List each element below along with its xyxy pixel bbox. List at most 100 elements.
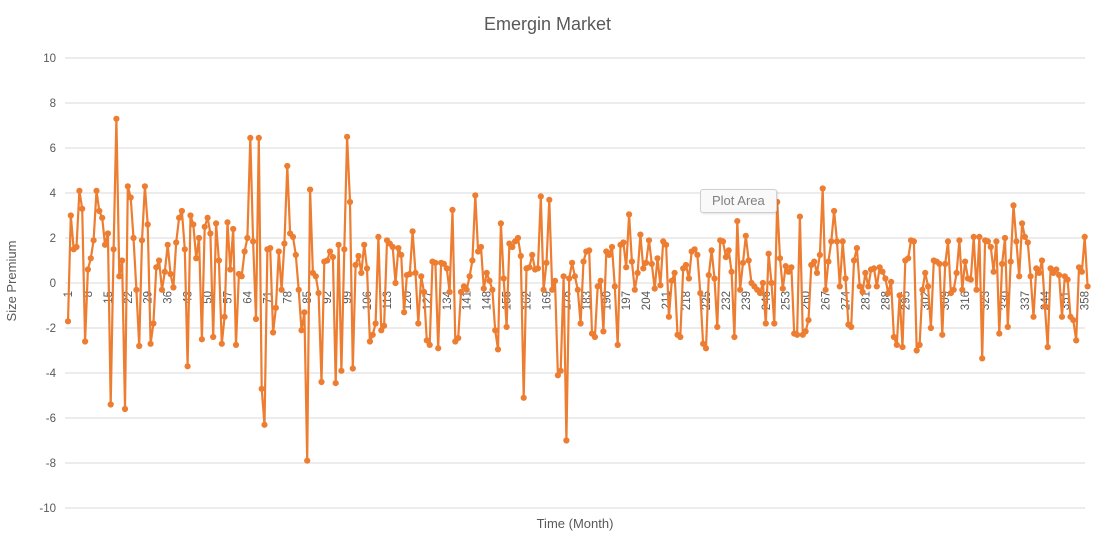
- data-point-marker[interactable]: [1001, 234, 1009, 242]
- data-point-marker[interactable]: [241, 248, 248, 255]
- data-point-marker[interactable]: [1084, 283, 1091, 290]
- data-point-marker[interactable]: [110, 246, 117, 253]
- data-point-marker[interactable]: [446, 288, 453, 296]
- data-point-marker[interactable]: [195, 234, 203, 242]
- data-point-marker[interactable]: [993, 238, 1000, 245]
- data-point-marker[interactable]: [301, 309, 308, 316]
- data-point-marker[interactable]: [156, 257, 163, 264]
- data-point-marker[interactable]: [543, 259, 550, 266]
- data-point-marker[interactable]: [905, 255, 912, 262]
- data-point-marker[interactable]: [113, 115, 120, 122]
- data-point-marker[interactable]: [1064, 276, 1071, 283]
- data-point-marker[interactable]: [284, 162, 291, 170]
- data-point-marker[interactable]: [682, 261, 690, 269]
- data-point-marker[interactable]: [850, 257, 858, 264]
- data-point-marker[interactable]: [227, 266, 234, 273]
- data-point-marker[interactable]: [665, 313, 673, 320]
- data-point-marker[interactable]: [221, 313, 228, 320]
- data-point-marker[interactable]: [352, 261, 359, 269]
- data-point-marker[interactable]: [90, 237, 97, 244]
- data-point-marker[interactable]: [1030, 313, 1037, 320]
- data-point-marker[interactable]: [1038, 257, 1046, 264]
- data-point-marker[interactable]: [503, 323, 510, 330]
- data-point-marker[interactable]: [640, 265, 647, 272]
- data-point-marker[interactable]: [398, 251, 405, 258]
- data-point-marker[interactable]: [67, 212, 74, 219]
- data-point-marker[interactable]: [210, 333, 217, 341]
- data-point-marker[interactable]: [922, 269, 929, 276]
- data-point-marker[interactable]: [346, 198, 354, 206]
- data-point-marker[interactable]: [979, 355, 986, 362]
- data-point-marker[interactable]: [326, 248, 334, 255]
- data-point-marker[interactable]: [549, 286, 556, 293]
- data-point-marker[interactable]: [406, 270, 413, 278]
- data-point-marker[interactable]: [919, 286, 926, 293]
- data-point-marker[interactable]: [999, 260, 1006, 267]
- data-point-marker[interactable]: [580, 258, 587, 265]
- data-point-marker[interactable]: [634, 269, 641, 276]
- data-point-marker[interactable]: [307, 186, 314, 193]
- data-point-marker[interactable]: [848, 323, 855, 330]
- data-point-marker[interactable]: [492, 327, 499, 334]
- data-point-marker[interactable]: [654, 255, 661, 262]
- data-point-marker[interactable]: [913, 347, 920, 354]
- data-point-marker[interactable]: [409, 228, 416, 235]
- data-point-marker[interactable]: [614, 341, 621, 348]
- data-point-marker[interactable]: [250, 238, 257, 245]
- data-point-marker[interactable]: [304, 457, 311, 464]
- data-point-marker[interactable]: [899, 344, 906, 351]
- data-point-marker[interactable]: [1027, 273, 1034, 280]
- data-point-marker[interactable]: [896, 292, 903, 299]
- data-point-marker[interactable]: [663, 241, 670, 248]
- data-point-marker[interactable]: [190, 221, 197, 228]
- data-point-marker[interactable]: [859, 288, 866, 296]
- data-point-marker[interactable]: [853, 245, 861, 252]
- data-point-marker[interactable]: [272, 304, 279, 311]
- data-point-marker[interactable]: [426, 341, 433, 348]
- data-point-marker[interactable]: [708, 247, 715, 254]
- data-point-marker[interactable]: [514, 234, 522, 242]
- data-point-marker[interactable]: [415, 320, 422, 327]
- data-point-marker[interactable]: [124, 183, 131, 190]
- data-point-marker[interactable]: [136, 342, 143, 350]
- data-point-marker[interactable]: [99, 214, 106, 221]
- data-point-marker[interactable]: [130, 234, 137, 242]
- data-point-marker[interactable]: [643, 259, 650, 266]
- data-point-marker[interactable]: [757, 290, 764, 297]
- data-point-marker[interactable]: [626, 211, 633, 218]
- data-point-marker[interactable]: [856, 283, 863, 290]
- data-point-marker[interactable]: [657, 282, 664, 289]
- data-point-marker[interactable]: [232, 341, 240, 348]
- data-point-marker[interactable]: [187, 212, 194, 219]
- data-point-marker[interactable]: [623, 264, 630, 271]
- data-point-marker[interactable]: [213, 220, 220, 227]
- data-point-marker[interactable]: [1081, 233, 1088, 240]
- data-point-marker[interactable]: [455, 335, 462, 342]
- data-point-marker[interactable]: [927, 324, 935, 332]
- data-point-marker[interactable]: [765, 250, 772, 257]
- data-point-marker[interactable]: [329, 254, 336, 261]
- data-point-marker[interactable]: [802, 328, 809, 335]
- data-point-marker[interactable]: [372, 320, 379, 327]
- data-point-marker[interactable]: [82, 338, 89, 345]
- data-point-marker[interactable]: [606, 251, 613, 258]
- data-point-marker[interactable]: [910, 238, 918, 245]
- data-point-marker[interactable]: [668, 277, 675, 284]
- data-point-marker[interactable]: [176, 214, 183, 221]
- data-point-marker[interactable]: [959, 286, 966, 293]
- data-point-marker[interactable]: [375, 233, 382, 240]
- data-point-marker[interactable]: [782, 263, 789, 270]
- data-point-marker[interactable]: [1004, 323, 1011, 330]
- data-point-marker[interactable]: [967, 276, 974, 283]
- data-point-marker[interactable]: [480, 285, 487, 292]
- data-point-marker[interactable]: [278, 286, 285, 293]
- data-point-marker[interactable]: [557, 367, 564, 374]
- data-point-marker[interactable]: [295, 286, 302, 293]
- data-point-marker[interactable]: [79, 205, 86, 212]
- data-point-marker[interactable]: [873, 283, 880, 290]
- data-point-marker[interactable]: [571, 273, 579, 280]
- data-point-marker[interactable]: [711, 275, 718, 282]
- data-point-marker[interactable]: [255, 134, 262, 141]
- data-point-marker[interactable]: [611, 283, 618, 290]
- data-point-marker[interactable]: [785, 268, 792, 275]
